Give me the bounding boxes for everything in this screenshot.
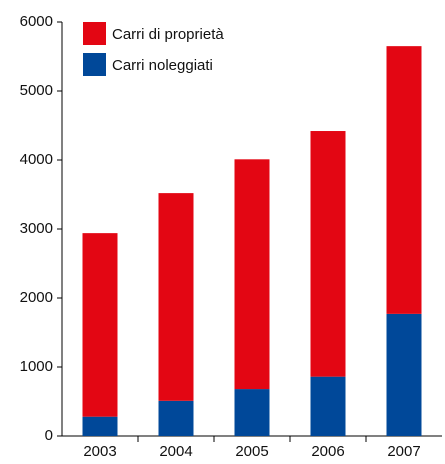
bar-segment xyxy=(82,416,118,436)
x-tick-label: 2004 xyxy=(159,443,192,459)
legend-swatch xyxy=(83,53,106,76)
bar-segment xyxy=(386,46,422,314)
bar-segment xyxy=(82,233,118,417)
x-tick-label: 2007 xyxy=(387,443,420,459)
bar-segment xyxy=(158,400,194,436)
y-tick-label: 2000 xyxy=(20,289,53,306)
x-tick-label: 2003 xyxy=(83,443,116,459)
bar-segment xyxy=(310,131,346,377)
legend-label: Carri noleggiati xyxy=(112,57,213,74)
bar-segment xyxy=(158,193,194,401)
x-tick-label: 2006 xyxy=(311,443,344,459)
y-tick-label: 0 xyxy=(45,427,53,444)
y-tick-label: 1000 xyxy=(20,358,53,375)
y-tick-label: 6000 xyxy=(20,13,53,30)
bar-segment xyxy=(310,376,346,436)
y-tick-label: 5000 xyxy=(20,82,53,99)
y-tick-label: 4000 xyxy=(20,151,53,168)
legend-swatch xyxy=(83,22,106,45)
bar-segment xyxy=(386,313,422,436)
y-tick-label: 3000 xyxy=(20,220,53,237)
bar-segment xyxy=(234,389,270,436)
bar-segment xyxy=(234,159,270,390)
x-tick-label: 2005 xyxy=(235,443,268,459)
legend-label: Carri di proprietà xyxy=(112,26,224,43)
